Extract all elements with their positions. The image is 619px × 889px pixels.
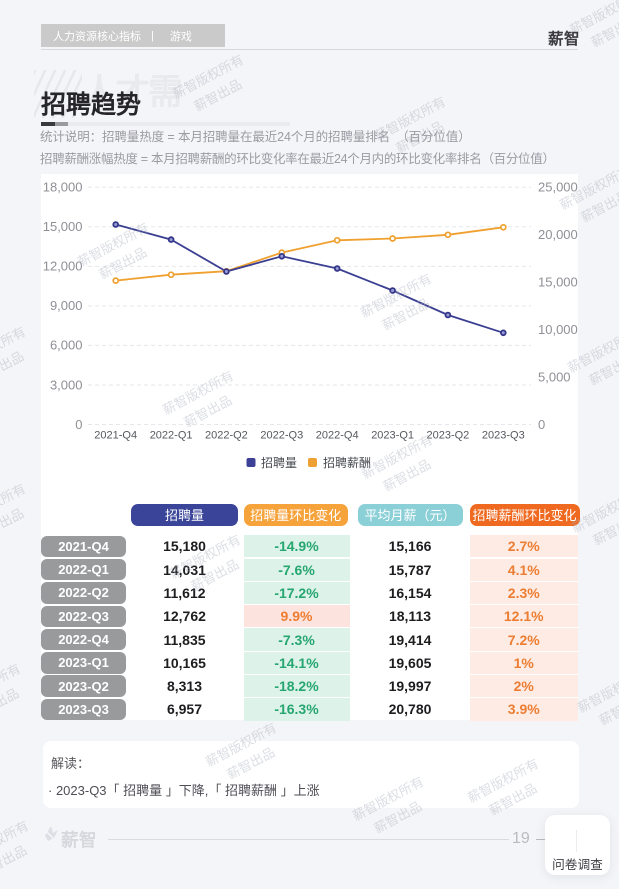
svg-text:25,000: 25,000 bbox=[538, 180, 578, 195]
svg-text:2022-Q3: 2022-Q3 bbox=[260, 430, 303, 442]
svg-text:20,000: 20,000 bbox=[538, 227, 578, 242]
svg-text:0: 0 bbox=[75, 417, 82, 432]
svg-text:2022-Q4: 2022-Q4 bbox=[316, 430, 359, 442]
svg-text:2022-Q2: 2022-Q2 bbox=[205, 430, 248, 442]
svg-text:5,000: 5,000 bbox=[538, 369, 571, 384]
svg-text:招聘薪酬: 招聘薪酬 bbox=[323, 456, 371, 470]
svg-text:2023-Q3: 2023-Q3 bbox=[482, 430, 525, 442]
svg-text:15,000: 15,000 bbox=[43, 219, 83, 234]
svg-text:15,000: 15,000 bbox=[538, 275, 578, 290]
svg-text:9,000: 9,000 bbox=[50, 298, 83, 313]
svg-text:0: 0 bbox=[538, 417, 545, 432]
svg-text:2023-Q1: 2023-Q1 bbox=[371, 430, 414, 442]
svg-text:10,000: 10,000 bbox=[538, 322, 578, 337]
svg-text:18,000: 18,000 bbox=[43, 180, 83, 195]
svg-text:6,000: 6,000 bbox=[50, 338, 83, 353]
svg-text:招聘量: 招聘量 bbox=[261, 456, 297, 470]
svg-text:12,000: 12,000 bbox=[43, 259, 83, 274]
svg-text:2022-Q1: 2022-Q1 bbox=[150, 430, 193, 442]
svg-text:2021-Q4: 2021-Q4 bbox=[94, 430, 137, 442]
svg-text:3,000: 3,000 bbox=[50, 377, 83, 392]
svg-text:2023-Q2: 2023-Q2 bbox=[426, 430, 469, 442]
